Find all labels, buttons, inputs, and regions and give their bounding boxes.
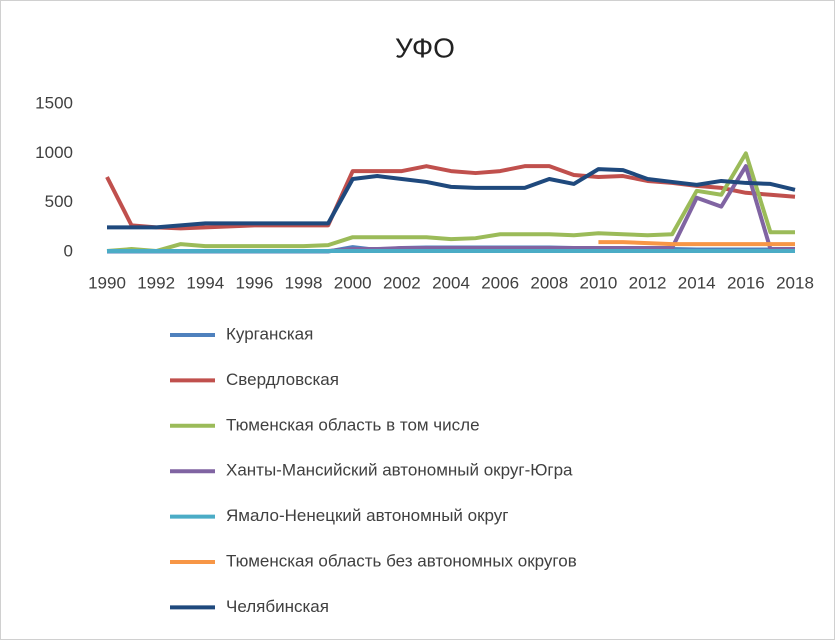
legend-label: Тюменская область без автономных округов [226, 551, 577, 570]
series-line [106, 151, 795, 254]
series-line [598, 240, 795, 247]
legend-label: Челябинская [226, 597, 329, 616]
y-tick-label: 1000 [35, 143, 73, 162]
y-tick-label: 1500 [35, 93, 73, 112]
legend-label: Тюменская область в том числе [226, 415, 480, 434]
legend-label: Курганская [226, 324, 313, 343]
x-tick-label: 2014 [678, 273, 716, 292]
x-tick-label: 2016 [727, 273, 765, 292]
series-line [107, 167, 796, 230]
x-tick-label: 2000 [334, 273, 372, 292]
x-tick-label: 2018 [776, 273, 814, 292]
y-tick-label: 0 [64, 241, 73, 260]
x-tick-label: 2006 [481, 273, 519, 292]
x-tick-label: 1996 [236, 273, 274, 292]
legend-label: Ямало-Ненецкий автономный округ [226, 506, 508, 525]
y-tick-label: 500 [45, 192, 73, 211]
x-tick-label: 1994 [186, 273, 224, 292]
x-tick-label: 1990 [88, 273, 126, 292]
legend-label: Свердловская [226, 370, 339, 389]
legend-label: Ханты-Мансийский автономный округ-Югра [226, 461, 573, 480]
x-tick-label: 2008 [530, 273, 568, 292]
x-tick-label: 2004 [432, 273, 470, 292]
x-tick-label: 2012 [629, 273, 667, 292]
x-tick-label: 2010 [580, 273, 618, 292]
chart-title: УФО [395, 32, 455, 63]
x-tick-label: 1992 [137, 273, 175, 292]
x-tick-label: 2002 [383, 273, 421, 292]
x-tick-label: 1998 [285, 273, 323, 292]
